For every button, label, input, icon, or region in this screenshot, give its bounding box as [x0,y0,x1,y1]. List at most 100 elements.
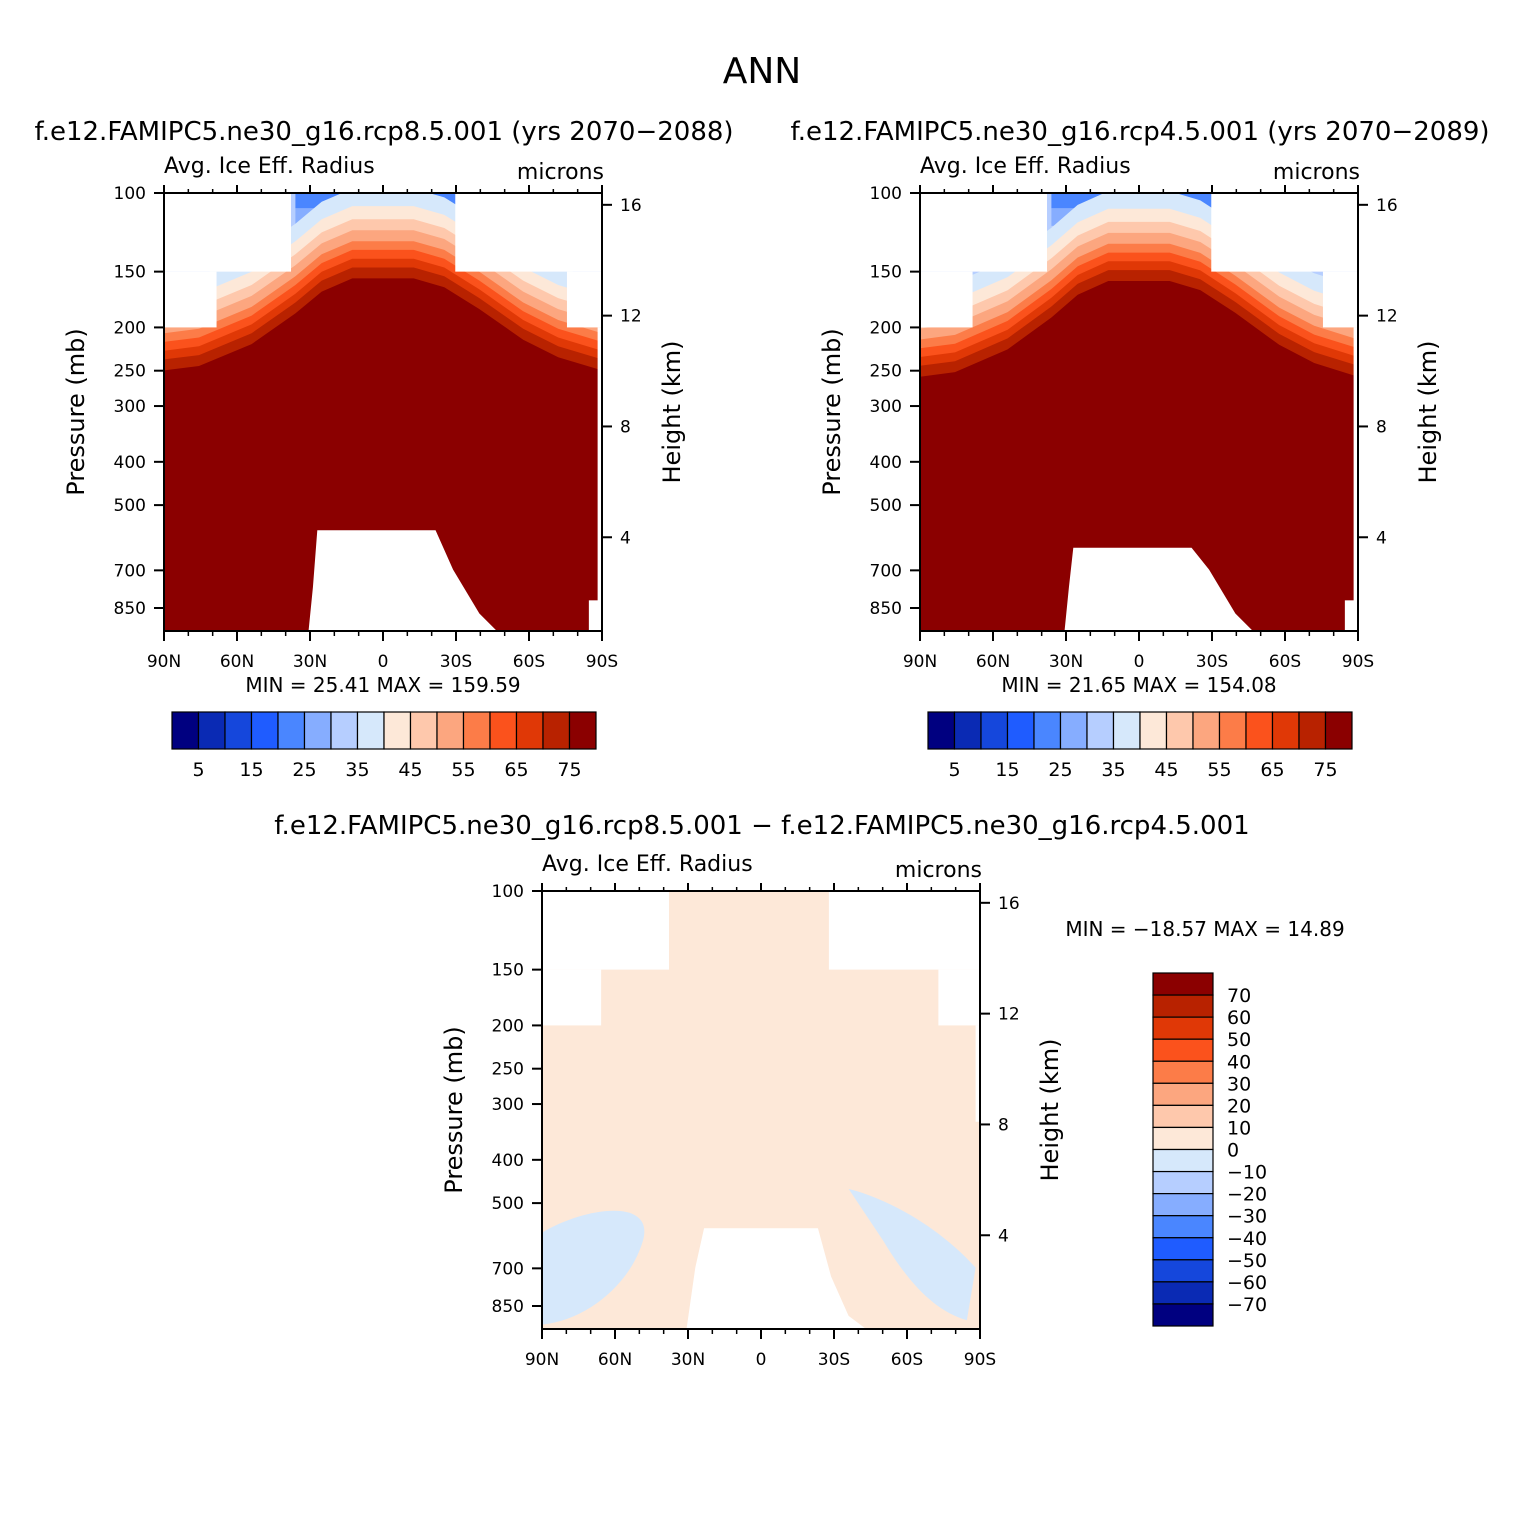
panel-rcp45-ytick-label: 850 [870,599,902,619]
panel-rcp45-terrain-mask [1064,547,1253,631]
panel-diff-terrain-mask [686,1228,867,1329]
panel-rcp45-colorbar-swatch [1324,711,1353,750]
panel-diff-colorbar-swatch [1152,1193,1214,1217]
panel-rcp45-min-value: 21.65 [1069,673,1133,697]
panel-rcp85-colorbar-swatch [330,711,359,750]
panel-diff-colorbar-label: −20 [1227,1184,1267,1206]
panel-rcp45-ylabel: Pressure (mb) [818,328,846,495]
panel-rcp45-colorbar-swatch [1112,711,1141,750]
panel-rcp85-ytick-label: 850 [114,599,146,619]
panel-rcp85-xtick-label: 90N [147,652,181,672]
panel-diff-colorbar-label: −60 [1227,1272,1267,1294]
panel-rcp85-ylabel: Pressure (mb) [62,328,90,495]
panel-rcp45-colorbar-swatch [953,711,982,750]
panel-diff-colorbar-label: 60 [1227,1007,1251,1029]
panel-rcp85-colorbar-label: 45 [398,759,422,781]
panel-rcp85-colorbar-swatch [462,711,491,750]
panel-rcp45-ytick-right-label: 8 [1376,417,1387,437]
panel-diff-colorbar-swatch [1152,994,1214,1018]
panel-rcp85-colorbar-swatch [542,711,571,750]
panel-diff-min-label: MIN = [1065,917,1133,941]
panel-rcp85-max-value: 159.59 [451,673,521,697]
panel-rcp45-ytick-label: 150 [870,263,902,283]
panel-rcp85-xtick-label: 30N [293,652,327,672]
panel-diff-colorbar-swatch [1152,1060,1214,1084]
panel-rcp85-terrain-mask [308,530,497,631]
panel-rcp85-xtick-label: 0 [378,652,389,672]
panel-diff-max-label: MAX = [1213,917,1287,941]
panel-rcp45-xtick-label: 30S [1196,652,1228,672]
panel-rcp85: 90N 60N 30N 0 30S 60S 90S 100 150 200 250 300 400 500… [62,154,686,781]
panel-rcp85-min-value: 25.41 [313,673,377,697]
panel-rcp45-colorbar-swatch [980,711,1009,750]
panel-rcp45-mask-nw2 [920,271,973,328]
panel-rcp85-xtick-label: 90S [586,652,618,672]
panel-rcp45-colorbar-label: 45 [1154,759,1178,781]
panel-rcp85-colorbar-swatch [224,711,253,750]
panel-rcp85-colorbar-swatch [409,711,438,750]
panel-diff-band-neg-west [542,1210,645,1325]
panel-diff-ytick-label: 100 [492,882,524,902]
panel-rcp45-ytick-label: 700 [870,561,902,581]
panel-rcp45-colorbar-swatch [1059,711,1088,750]
panel-rcp85-band-8 [164,278,602,631]
panel-diff-mask-e [975,1025,980,1122]
panel-rcp45-colorbar-swatch [1086,711,1115,750]
panel-rcp45-colorbar-swatch [1271,711,1300,750]
panel-diff-ylabel: Pressure (mb) [440,1026,468,1193]
panel-rcp85-colorbar-swatch [515,711,544,750]
panel-diff-xtick-label: 90N [525,1350,559,1370]
panel-rcp85-colorbar-label: 25 [292,759,316,781]
panel-diff-colorbar-label: −10 [1227,1162,1267,1184]
panel-diff-colorbar-swatch [1152,1259,1214,1283]
panel-rcp45-xtick-label: 60N [976,652,1010,672]
panel-rcp45-colorbar-label: 75 [1313,759,1337,781]
panel-rcp45-units: microns [1273,160,1360,185]
panel-diff-colorbar-swatch [1152,1104,1214,1129]
panel-rcp45-colorbar-label: 5 [948,759,960,781]
panel-diff-colorbar-label: 50 [1227,1029,1251,1051]
panel-rcp45-colorbar-label: 25 [1048,759,1072,781]
panel-rcp85-minmax: MIN = 25.41 MAX = 159.59 [245,673,520,697]
panel-rcp45-field [920,193,1358,631]
panel-rcp45-xtick-label: 0 [1134,652,1145,672]
panel-rcp85-mask-ne2 [566,271,602,328]
panel-rcp45-xtick-label: 60S [1269,652,1301,672]
panel-diff-max-value: 14.89 [1287,917,1344,941]
panel-diff-colorbar-label: −30 [1227,1206,1267,1228]
panel-diff-colorbar-swatch [1152,1237,1214,1261]
panel-rcp85-colorbar-swatch [489,711,518,750]
panel-rcp45-minmax: MIN = 21.65 MAX = 154.08 [1001,673,1276,697]
panel-rcp85-colorbar-swatch [383,711,412,750]
panel-diff-minmax: MIN = −18.57 MAX = 14.89 [1065,917,1344,941]
panel-rcp45-ytick-label: 200 [870,318,902,338]
panel-rcp85-ytick-label: 400 [114,453,146,473]
panel-diff: 90N 60N 30N 0 30S 60S 90S100150200250300400500… [440,852,1345,1370]
panel-rcp85-colorbar-label: 55 [451,759,475,781]
panel-rcp85-mask-se [588,600,602,631]
panel-rcp85-colorbar-swatch [171,711,200,750]
panel-rcp85-colorbar-label: 65 [504,759,528,781]
panel-rcp45-mask-e [1353,327,1358,631]
panel-diff-ytick-right-label: 12 [998,1005,1020,1025]
panel-rcp45-ytick-right-label: 4 [1376,528,1387,548]
panel-diff-colorbar-swatch [1152,1281,1214,1305]
panel-rcp85-ytick-right-label: 8 [620,417,631,437]
panel-rcp85-colorbar-swatch [568,711,597,750]
panel-rcp45-variable: Avg. Ice Eff. Radius [920,154,1131,179]
panel-rcp45-ytick-right-label: 12 [1376,307,1398,327]
panel-rcp85-colorbar-label: 35 [345,759,369,781]
panel-rcp45-ytick-label: 250 [870,362,902,382]
panel-rcp85-xtick-label: 30S [440,652,472,672]
panel-rcp85-colorbar-swatch [356,711,385,750]
page-title: ANN [723,51,802,92]
panel-diff-mask-nw2 [542,969,602,1026]
panel-rcp45-band-8 [920,281,1358,631]
panel-rcp85-field [164,193,602,631]
panel-diff-colorbar-label: −40 [1227,1228,1267,1250]
panel-diff-colorbar-swatch [1152,1126,1214,1151]
panel-rcp45-colorbar-swatch [927,711,956,750]
panel-diff-ytick-label: 700 [492,1259,524,1279]
panel-rcp45-colorbar-label: 35 [1101,759,1125,781]
